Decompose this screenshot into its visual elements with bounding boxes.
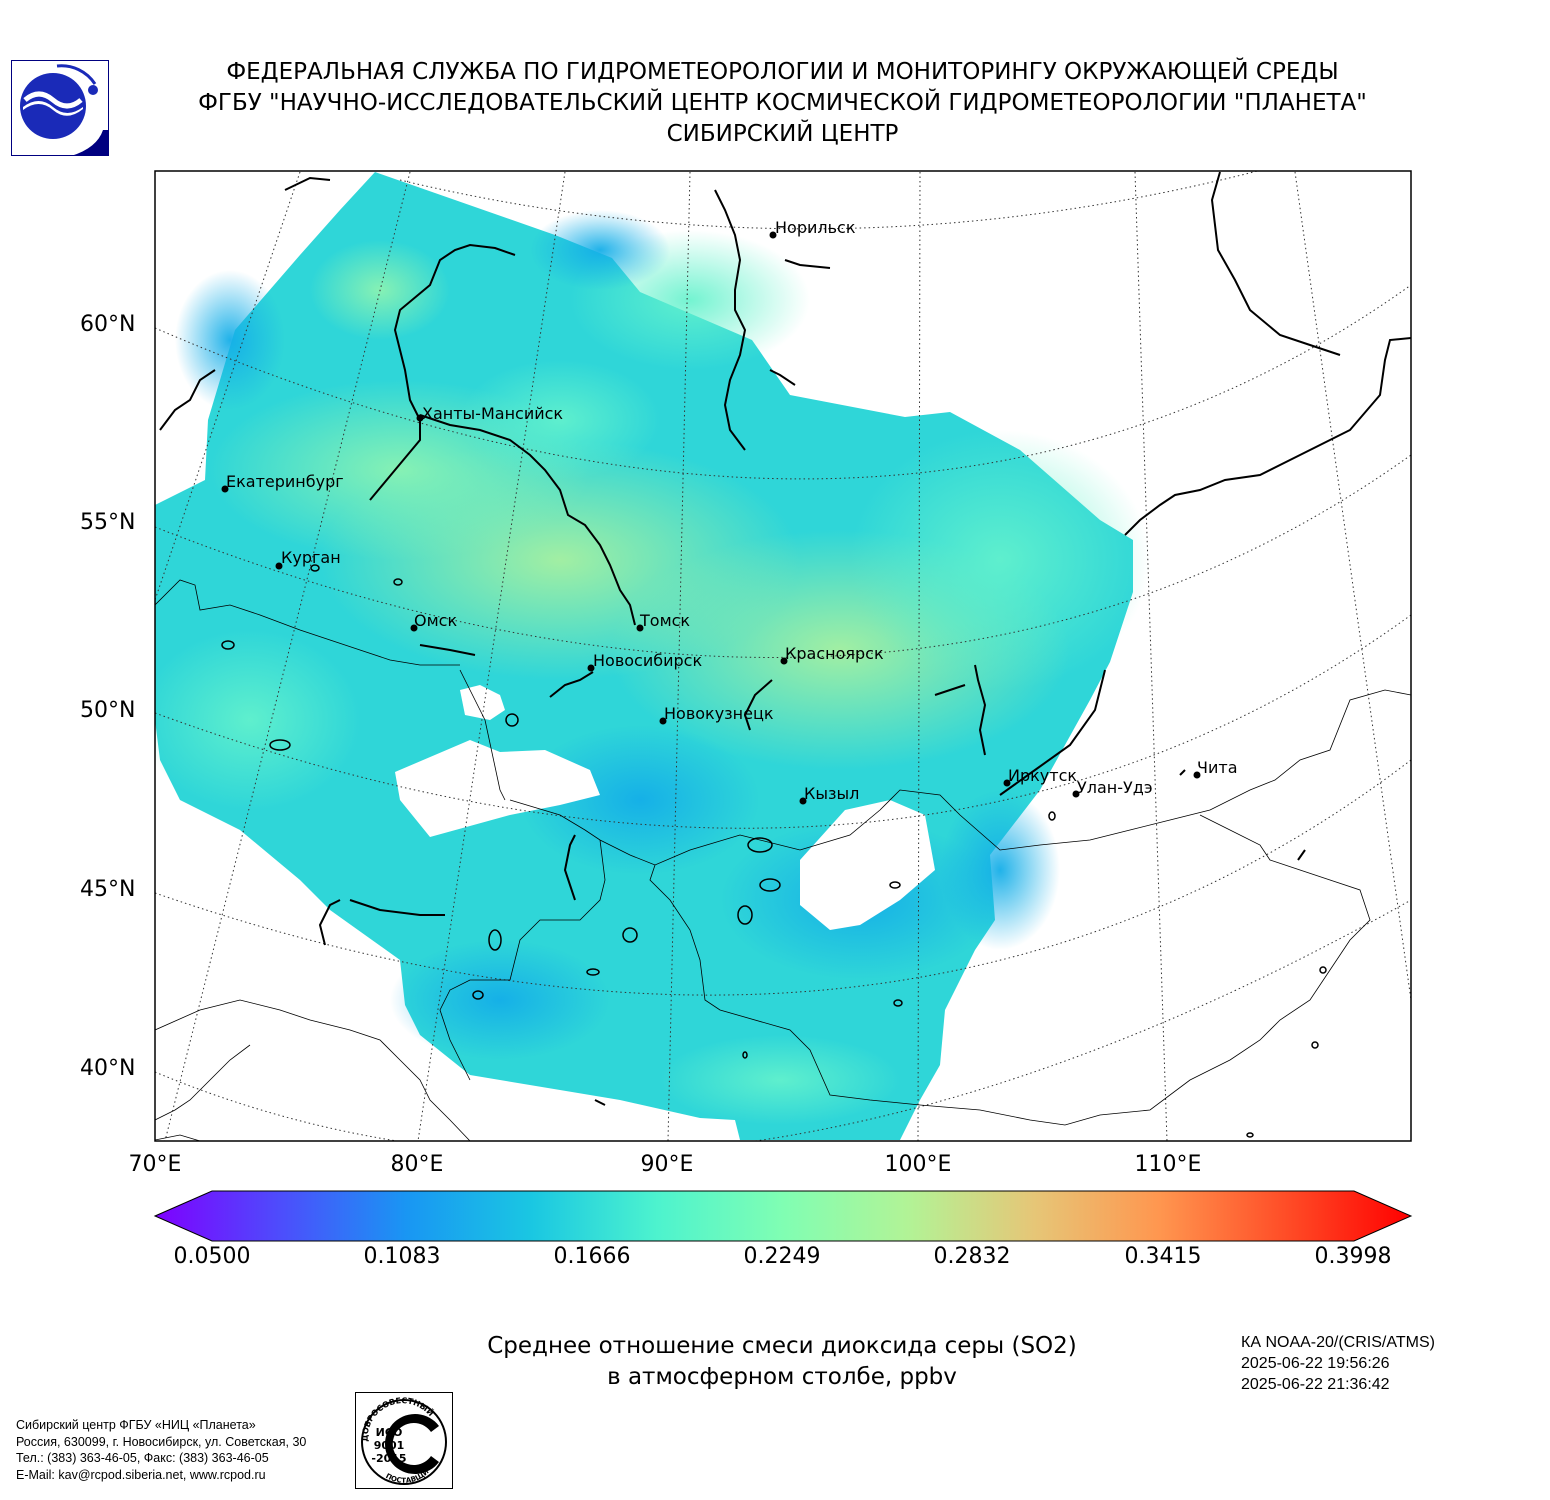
lat-label-55: 55°N: [80, 510, 136, 535]
city-label-norilsk: Норильск: [775, 218, 856, 237]
city-dot-omsk: [410, 624, 418, 632]
map-frame: [154, 170, 1412, 1142]
contacts-line-1: Сибирский центр ФГБУ «НИЦ «Планета»: [16, 1418, 256, 1432]
contacts-block: Сибирский центр ФГБУ «НИЦ «Планета» Росс…: [16, 1417, 306, 1483]
so2-data-field: [155, 172, 1150, 1140]
header-line-3: СИБИРСКИЙ ЦЕНТР: [666, 121, 899, 147]
header-line-2: ФГБУ "НАУЧНО-ИССЛЕДОВАТЕЛЬСКИЙ ЦЕНТР КОС…: [198, 90, 1367, 116]
city-label-kyzyl: Кызыл: [804, 784, 860, 803]
city-dot-novokuznetsk: [659, 717, 667, 725]
city-label-novokuznetsk: Новокузнецк: [664, 704, 774, 723]
city-label-chita: Чита: [1197, 758, 1238, 777]
colorbar-tick-5: 0.3415: [1124, 1244, 1202, 1269]
colorbar-tick-2: 0.1666: [553, 1244, 631, 1269]
iso-certification-badge: ДОБРОСОВЕСТНЫЙ ПОСТАВЩИК ИСО 9001 -2015: [355, 1392, 453, 1489]
caption-line-1: Среднее отношение смеси диоксида серы (S…: [487, 1333, 1077, 1359]
contacts-line-4: E-Mail: kav@rcpod.siberia.net, www.rcpod…: [16, 1467, 266, 1482]
lon-label-80: 80°E: [390, 1152, 444, 1177]
city-dot-tomsk: [636, 624, 644, 632]
city-label-tomsk: Томск: [640, 611, 691, 630]
city-dot-ekaterinburg: [221, 485, 229, 493]
colorbar-tick-1: 0.1083: [363, 1244, 441, 1269]
caption-line-2: в атмосферном столбе, ppbv: [607, 1364, 957, 1390]
map-caption: Среднее отношение смеси диоксида серы (S…: [382, 1331, 1182, 1393]
lat-label-60: 60°N: [80, 312, 136, 337]
city-dot-chita: [1193, 771, 1201, 779]
city-label-ekaterinburg: Екатеринбург: [226, 472, 344, 491]
city-dot-irkutsk: [1003, 779, 1011, 787]
city-label-krasnoyarsk: Красноярск: [785, 644, 884, 663]
city-dot-kurgan: [275, 562, 283, 570]
city-label-ulan-ude: Улан-Удэ: [1077, 778, 1153, 797]
city-dot-norilsk: [769, 231, 777, 239]
lon-label-90: 90°E: [640, 1152, 694, 1177]
city-label-khanty-mansiysk: Ханты-Мансийск: [422, 404, 564, 423]
iso-line-2: 9001: [374, 1439, 405, 1452]
roshydromet-logo: [11, 60, 109, 156]
city-dot-ulan-ude: [1072, 790, 1080, 798]
city-markers: [221, 231, 1201, 805]
colorbar-tick-3: 0.2249: [743, 1244, 821, 1269]
iso-line-1: ИСО: [376, 1426, 403, 1439]
colorbar-tick-0: 0.0500: [173, 1244, 251, 1269]
lat-label-40: 40°N: [80, 1056, 136, 1081]
lat-label-50: 50°N: [80, 698, 136, 723]
city-label-novosibirsk: Новосибирск: [593, 651, 703, 670]
contacts-line-3: Тел.: (383) 363-46-05, Факс: (383) 363-4…: [16, 1451, 269, 1465]
city-dot-novosibirsk: [587, 664, 595, 672]
contacts-line-2: Россия, 630099, г. Новосибирск, ул. Сове…: [16, 1434, 307, 1449]
city-label-irkutsk: Иркутск: [1008, 766, 1078, 785]
city-dot-khanty-mansiysk: [416, 414, 424, 422]
header-line-1: ФЕДЕРАЛЬНАЯ СЛУЖБА ПО ГИДРОМЕТЕОРОЛОГИИ …: [226, 59, 1339, 85]
city-label-omsk: Омск: [414, 611, 458, 630]
lon-label-70: 70°E: [128, 1152, 182, 1177]
lat-label-45: 45°N: [80, 877, 136, 902]
colorbar-tick-6: 0.3998: [1314, 1244, 1392, 1269]
borders: [155, 579, 1411, 1141]
colorbar-tick-4: 0.2832: [933, 1244, 1011, 1269]
satellite-time-start: 2025-06-22 19:56:26: [1241, 1355, 1390, 1372]
colorbar: [153, 1190, 1413, 1242]
graticule: [155, 171, 1411, 1141]
satellite-time-end: 2025-06-22 21:36:42: [1241, 1376, 1390, 1393]
city-label-kurgan: Курган: [281, 548, 341, 567]
lakes: [221, 564, 1327, 1138]
satellite-info: КА NOAA-20/(CRIS/ATMS) 2025-06-22 19:56:…: [1241, 1332, 1435, 1395]
iso-line-3: -2015: [371, 1452, 406, 1465]
city-dot-kyzyl: [799, 797, 807, 805]
satellite-instrument: КА NOAA-20/(CRIS/ATMS): [1241, 1334, 1435, 1351]
lon-label-100: 100°E: [884, 1152, 952, 1177]
lon-label-110: 110°E: [1134, 1152, 1202, 1177]
city-dot-krasnoyarsk: [780, 657, 788, 665]
rivers: [159, 171, 1411, 1106]
